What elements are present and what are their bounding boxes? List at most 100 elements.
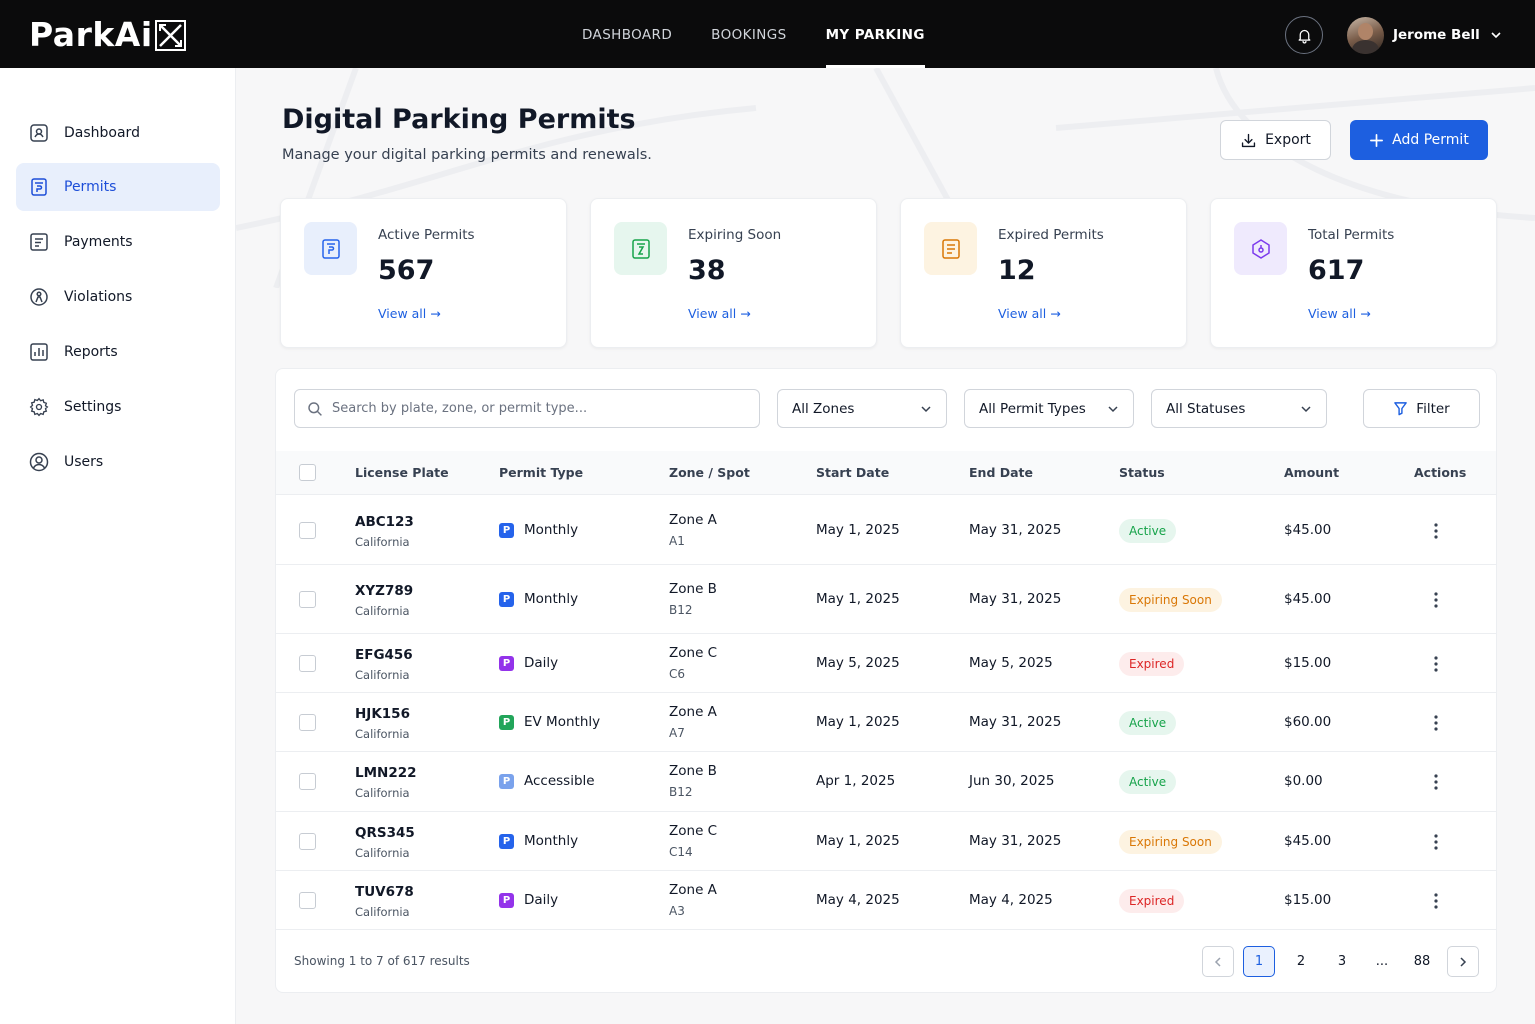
spot: C6 xyxy=(669,667,686,681)
parking-badge-icon: P xyxy=(499,714,514,730)
license-plate: XYZ789 xyxy=(355,583,414,599)
table-row: ABC123 California P Monthly Zone A A1 May 1, 2… xyxy=(276,496,1496,565)
license-plate: HJK156 xyxy=(355,706,410,722)
stat-value: 38 xyxy=(688,255,726,286)
bell-icon xyxy=(1298,29,1310,44)
stat-card-total: Total Permits 617 View all → xyxy=(1210,198,1497,348)
status-badge: Active xyxy=(1119,770,1177,794)
tab-dashboard[interactable]: DASHBOARD xyxy=(582,27,673,43)
more-vertical-icon xyxy=(1434,834,1438,850)
chevron-left-icon xyxy=(1214,956,1221,967)
sidebar-item-label: Dashboard xyxy=(64,125,140,141)
row-actions-button[interactable] xyxy=(1426,590,1446,610)
amount: $60.00 xyxy=(1284,714,1332,730)
chevron-down-icon xyxy=(1301,405,1311,412)
page-button[interactable]: 2 xyxy=(1296,954,1306,969)
spot: C14 xyxy=(669,845,693,859)
zone: Zone A xyxy=(669,512,717,528)
chevron-down-icon xyxy=(1491,32,1501,39)
amount: $15.00 xyxy=(1284,892,1332,908)
end-date: May 31, 2025 xyxy=(969,714,1062,730)
permit-type: P Daily xyxy=(499,655,558,671)
notifications-button[interactable] xyxy=(1285,16,1323,54)
spot: A1 xyxy=(669,534,685,548)
prev-page-button[interactable] xyxy=(1202,946,1234,977)
plate-state: California xyxy=(355,668,410,682)
row-checkbox[interactable] xyxy=(299,892,316,909)
status-badge: Expiring Soon xyxy=(1119,588,1222,612)
start-date: May 1, 2025 xyxy=(816,714,900,730)
sidebar-item-reports[interactable]: Reports xyxy=(16,328,220,376)
search-box[interactable] xyxy=(294,389,760,428)
zones-dropdown[interactable]: All Zones xyxy=(777,389,947,428)
row-checkbox[interactable] xyxy=(299,522,316,539)
shield-icon xyxy=(1234,222,1287,275)
view-all-link[interactable]: View all → xyxy=(688,306,751,321)
row-actions-button[interactable] xyxy=(1426,654,1446,674)
row-actions-button[interactable] xyxy=(1426,521,1446,541)
sidebar-item-payments[interactable]: Payments xyxy=(16,218,220,266)
parking-badge-icon: P xyxy=(499,833,514,849)
column-header: End Date xyxy=(969,465,1034,480)
permit-icon xyxy=(28,176,50,198)
tab-bookings[interactable]: BOOKINGS xyxy=(711,27,787,43)
plate-state: California xyxy=(355,535,410,549)
page-button[interactable]: 3 xyxy=(1337,954,1347,969)
permit-type-label: Monthly xyxy=(524,522,579,538)
app-logo[interactable]: ParkAi xyxy=(29,17,186,53)
column-header: Amount xyxy=(1284,465,1340,480)
zone: Zone B xyxy=(669,763,717,779)
add-permit-button[interactable]: Add Permit xyxy=(1350,120,1488,160)
select-all-checkbox[interactable] xyxy=(299,464,316,481)
more-vertical-icon xyxy=(1434,715,1438,731)
permit-types-dropdown[interactable]: All Permit Types xyxy=(964,389,1134,428)
sidebar-item-dashboard[interactable]: Dashboard xyxy=(16,109,220,157)
row-checkbox[interactable] xyxy=(299,833,316,850)
permits-table-panel: All Zones All Permit Types All Statuses … xyxy=(275,368,1497,993)
export-label: Export xyxy=(1265,132,1311,148)
table-row: QRS345 California P Monthly Zone C C14 May 1, … xyxy=(276,812,1496,871)
row-actions-button[interactable] xyxy=(1426,772,1446,792)
gear-icon xyxy=(28,396,50,418)
page-button[interactable]: 88 xyxy=(1413,954,1431,969)
sidebar-item-users[interactable]: Users xyxy=(16,438,220,486)
view-all-link[interactable]: View all → xyxy=(378,306,441,321)
view-all-link[interactable]: View all → xyxy=(1308,306,1371,321)
row-checkbox[interactable] xyxy=(299,773,316,790)
permit-type: P Accessible xyxy=(499,773,595,789)
search-input[interactable] xyxy=(332,401,732,416)
view-all-link[interactable]: View all → xyxy=(998,306,1061,321)
amount: $15.00 xyxy=(1284,655,1332,671)
row-actions-button[interactable] xyxy=(1426,832,1446,852)
payment-icon xyxy=(28,231,50,253)
user-menu[interactable]: Jerome Bell xyxy=(1347,16,1502,54)
statuses-dropdown[interactable]: All Statuses xyxy=(1151,389,1327,428)
more-vertical-icon xyxy=(1434,774,1438,790)
row-actions-button[interactable] xyxy=(1426,713,1446,733)
page-button[interactable]: 1 xyxy=(1243,946,1275,977)
stat-card-expiring: Expiring Soon 38 View all → xyxy=(590,198,877,348)
column-header: Actions xyxy=(1414,465,1467,480)
logo-mark-icon xyxy=(154,19,186,51)
sidebar-item-settings[interactable]: Settings xyxy=(16,383,220,431)
export-button[interactable]: Export xyxy=(1220,120,1331,160)
sidebar-item-permits[interactable]: Permits xyxy=(16,163,220,211)
row-checkbox[interactable] xyxy=(299,655,316,672)
column-header: Zone / Spot xyxy=(669,465,750,480)
sidebar-item-label: Settings xyxy=(64,399,122,415)
row-checkbox[interactable] xyxy=(299,591,316,608)
row-actions-button[interactable] xyxy=(1426,891,1446,911)
end-date: May 5, 2025 xyxy=(969,655,1053,671)
sidebar-item-violations[interactable]: Violations xyxy=(16,273,220,321)
sidebar-item-label: Permits xyxy=(64,179,117,195)
plate-state: California xyxy=(355,604,410,618)
filter-button[interactable]: Filter xyxy=(1363,389,1480,428)
permit-type: P Daily xyxy=(499,892,558,908)
page-subtitle: Manage your digital parking permits and … xyxy=(282,147,652,163)
next-page-button[interactable] xyxy=(1447,946,1479,977)
tab-my-parking[interactable]: MY PARKING xyxy=(825,0,926,68)
avatar xyxy=(1347,16,1384,54)
filter-icon xyxy=(1394,402,1408,416)
row-checkbox[interactable] xyxy=(299,714,316,731)
start-date: May 4, 2025 xyxy=(816,892,900,908)
